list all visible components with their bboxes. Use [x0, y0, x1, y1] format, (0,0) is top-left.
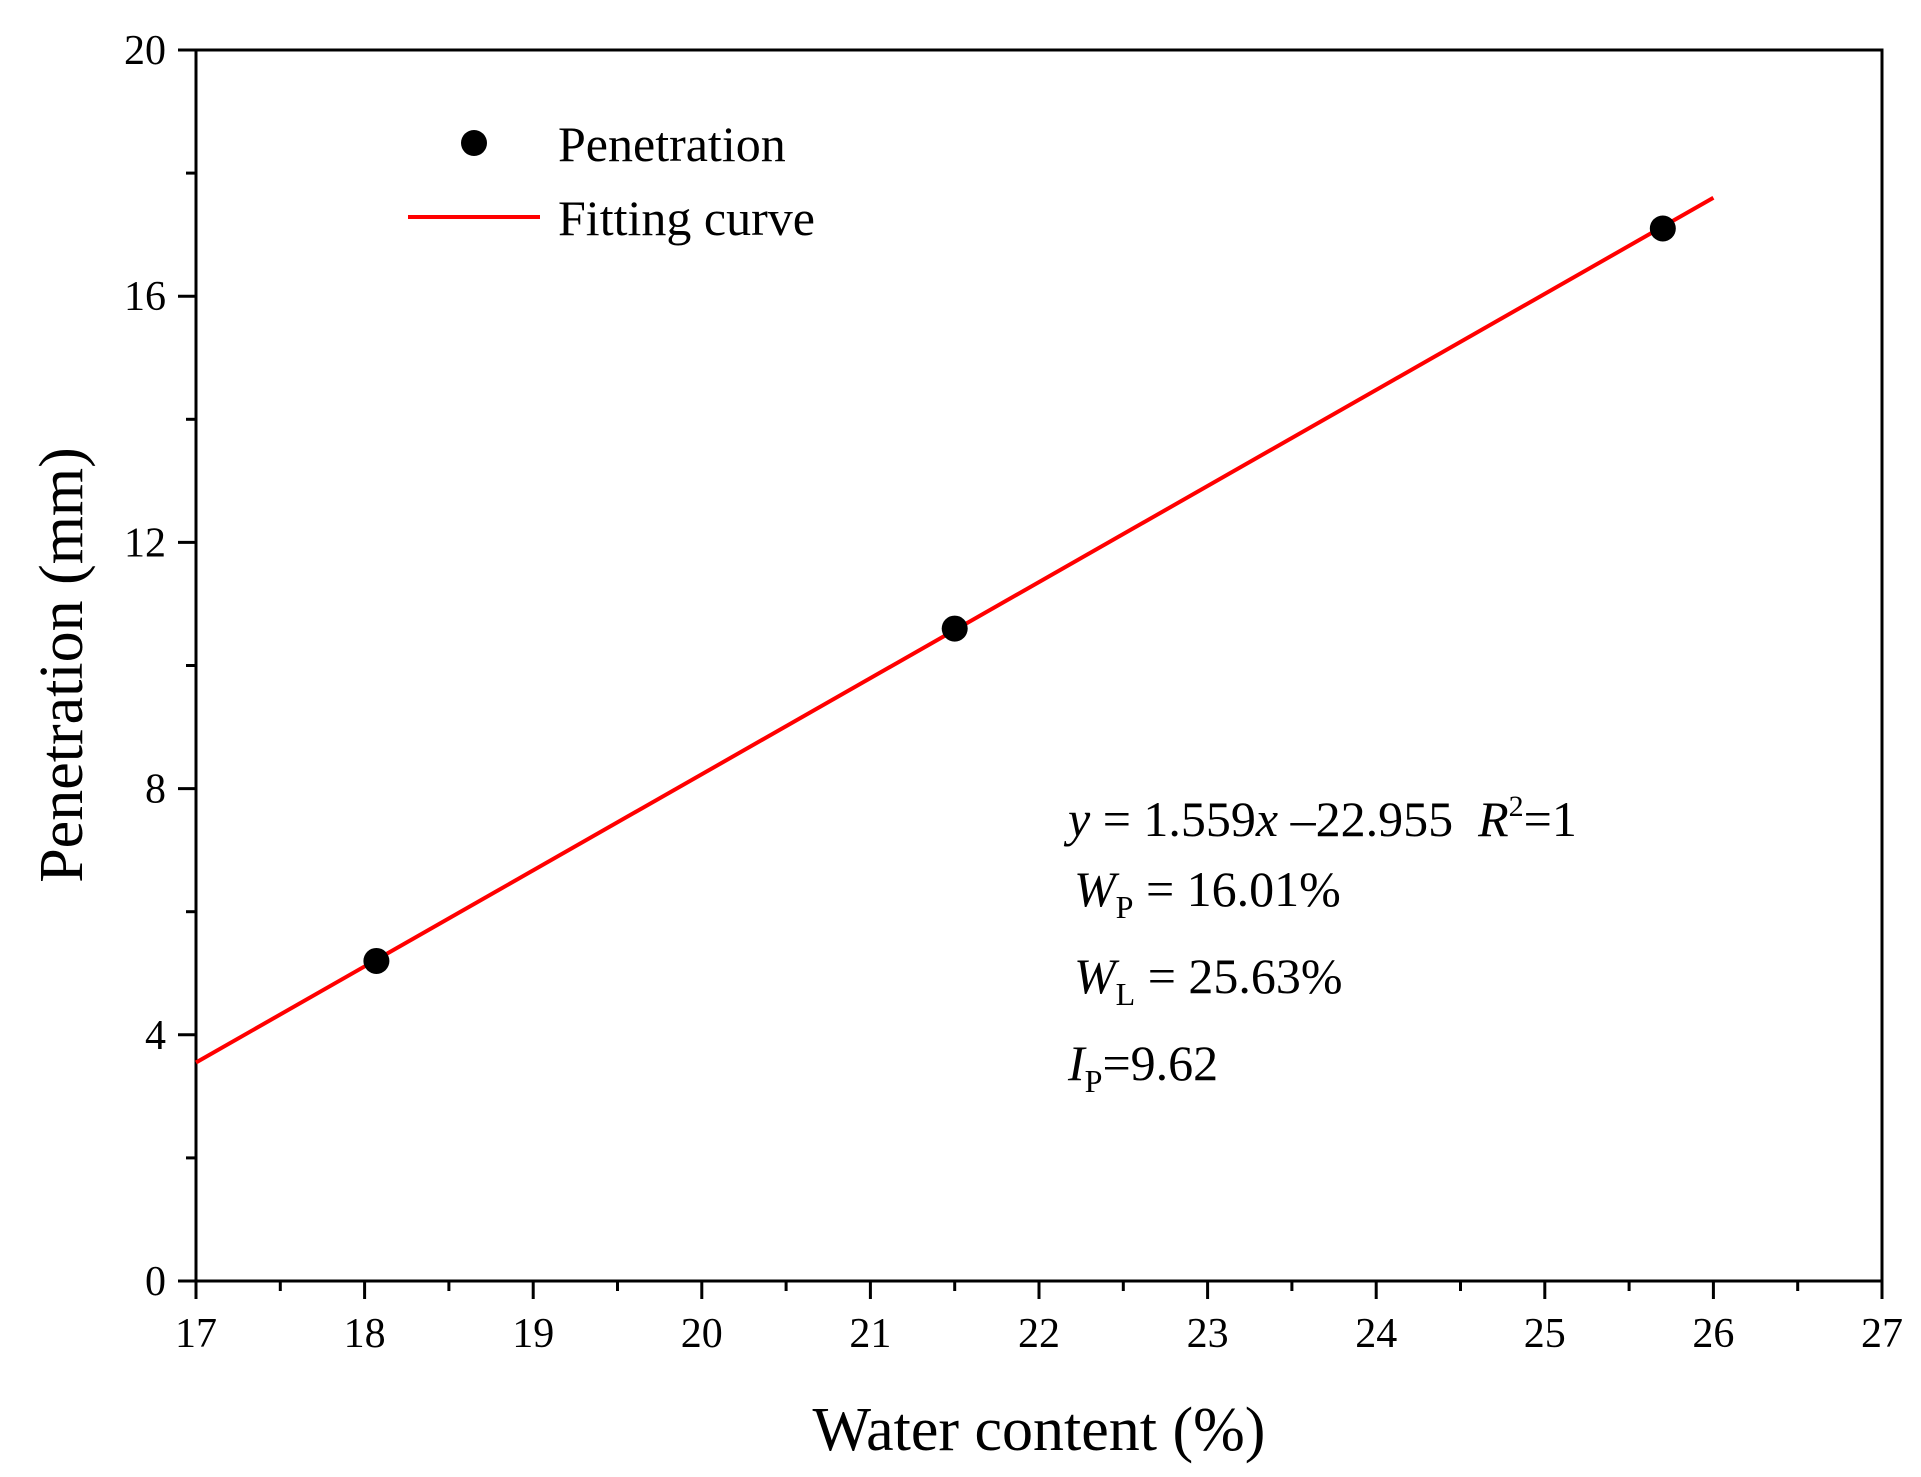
y-tick-label: 20 [124, 28, 166, 74]
y-tick-label: 8 [145, 767, 166, 813]
legend-label-fitting-curve: Fitting curve [558, 190, 815, 246]
y-axis-title: Penetration (mm) [28, 447, 96, 883]
y-axis-tick-labels: 0 4 8 12 16 20 [124, 28, 166, 1305]
legend: Penetration Fitting curve [408, 116, 815, 246]
legend-label-penetration: Penetration [558, 116, 786, 172]
x-tick-label: 21 [849, 1311, 891, 1357]
x-tick-label: 24 [1355, 1311, 1397, 1357]
x-axis-ticks [194, 1281, 1884, 1299]
y-tick-label: 12 [124, 520, 166, 566]
equation-text: y = 1.559x –22.955 R2=1 [1063, 790, 1577, 847]
y-tick-label: 0 [145, 1259, 166, 1305]
x-tick-label: 22 [1018, 1311, 1060, 1357]
x-tick-label: 19 [512, 1311, 554, 1357]
y-tick-label: 16 [124, 274, 166, 320]
y-tick-label: 4 [145, 1013, 166, 1059]
plasticity-index-text: IP=9.62 [1067, 1035, 1218, 1099]
x-tick-label: 20 [681, 1311, 723, 1357]
x-tick-label: 27 [1861, 1311, 1903, 1357]
x-axis-tick-labels: 17 18 19 20 21 22 23 24 25 26 27 [175, 1311, 1903, 1357]
x-tick-label: 23 [1187, 1311, 1229, 1357]
annotation-block: y = 1.559x –22.955 R2=1 WP = 16.01% WL =… [1063, 790, 1577, 1099]
plastic-limit-text: WP = 16.01% [1074, 861, 1341, 925]
y-axis-ticks [178, 48, 196, 1283]
x-tick-label: 25 [1524, 1311, 1566, 1357]
penetration-point [1649, 215, 1676, 242]
plot-frame [194, 48, 1884, 1283]
x-axis-title: Water content (%) [813, 1396, 1266, 1464]
x-tick-label: 26 [1692, 1311, 1734, 1357]
penetration-points [363, 215, 1676, 974]
legend-dot-marker [461, 130, 487, 156]
x-tick-label: 17 [175, 1311, 217, 1357]
penetration-point [363, 947, 390, 974]
penetration-point [941, 615, 968, 642]
liquid-limit-text: WL = 25.63% [1074, 948, 1343, 1012]
x-tick-label: 18 [344, 1311, 386, 1357]
